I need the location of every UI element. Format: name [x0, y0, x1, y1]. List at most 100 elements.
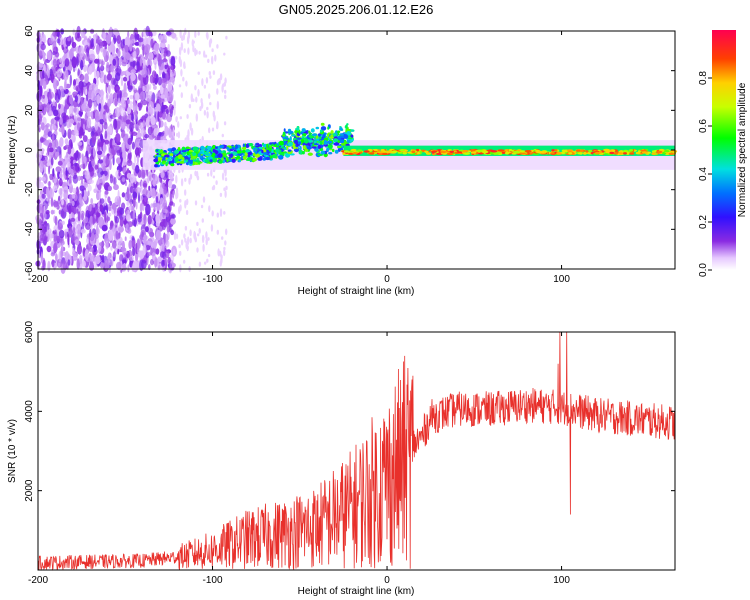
spectrogram-sparse-cell — [199, 106, 202, 112]
spectrogram-noise-cell — [148, 134, 155, 140]
spectrogram-heatmap — [35, 25, 678, 275]
spectrogram-noise-cell — [107, 98, 111, 108]
spectrogram-noise-cell — [50, 197, 54, 208]
spectrogram-sparse-cell — [219, 192, 223, 197]
spectrogram-y-tick-label: 0 — [24, 147, 35, 153]
spectrogram-noise-cell — [97, 159, 104, 164]
spectrogram-noise-cell — [156, 103, 161, 110]
spectrogram-sparse-cell — [223, 249, 226, 257]
spectrogram-sparse-cell — [224, 94, 227, 100]
spectrogram-tail-cell — [255, 143, 259, 146]
spectrogram-sparse-cell — [178, 169, 181, 174]
spectrogram-noise-cell — [42, 259, 46, 271]
spectrogram-noise-cell — [95, 255, 101, 265]
spectrogram-noise-cell — [83, 64, 88, 73]
spectrogram-tail-cell — [301, 151, 305, 155]
spectrogram-noise-cell — [150, 116, 156, 126]
spectrogram-tail-cell — [301, 128, 306, 133]
spectrogram-tail-cell — [291, 134, 296, 137]
spectrogram-noise-cell — [66, 119, 71, 129]
spectrogram-noise-cell — [81, 189, 85, 198]
spectrogram-noise-cell — [40, 162, 44, 167]
spectrogram-tail-cell — [157, 157, 163, 161]
spectrogram-noise-cell — [65, 231, 67, 240]
spectrogram-tail-cell — [236, 150, 241, 154]
spectrogram-noise-cell — [136, 155, 140, 164]
spectrogram-tail-cell — [337, 138, 341, 141]
spectrogram-noise-cell — [69, 74, 73, 86]
spectrogram-noise-cell — [49, 173, 54, 181]
spectrogram-sparse-cell — [219, 73, 223, 81]
spectrogram-tail-cell — [323, 140, 328, 145]
spectrogram-noise-cell — [147, 176, 150, 183]
spectrogram-noise-cell — [81, 179, 84, 185]
spectrogram-noise-cell — [69, 105, 74, 117]
spectrogram-sparse-cell — [207, 58, 210, 64]
spectrogram-tail-cell — [269, 142, 273, 145]
spectrogram-noise-cell — [56, 68, 63, 78]
spectrogram-tail-cell — [346, 139, 350, 143]
spectrogram-noise-cell — [148, 52, 154, 61]
spectrogram-noise-cell — [138, 191, 140, 204]
spectrogram-noise-cell — [153, 240, 157, 249]
spectrogram-tail-cell — [249, 157, 253, 160]
spectrogram-noise-cell — [105, 240, 109, 250]
spectrogram-noise-cell — [103, 121, 108, 130]
spectrogram-noise-cell — [161, 202, 167, 211]
spectrogram-peak-cell — [599, 151, 603, 154]
spectrogram-sparse-cell — [224, 190, 227, 198]
spectrogram-sparse-cell — [200, 101, 204, 109]
spectrogram-peak-cell — [424, 150, 429, 153]
spectrogram-sparse-cell — [224, 167, 227, 177]
spectrogram-sparse-cell — [182, 76, 185, 82]
spectrogram-noise-cell — [165, 171, 168, 179]
spectrogram-noise-cell — [158, 111, 163, 118]
spectrogram-sparse-cell — [180, 42, 184, 51]
spectrogram-noise-cell — [49, 123, 53, 133]
spectrogram-noise-cell — [39, 63, 44, 68]
spectrogram-noise-cell — [82, 163, 86, 170]
spectrogram-tail-cell — [255, 150, 258, 155]
spectrogram-peak-cell — [425, 152, 432, 155]
spectrogram-tail-cell — [253, 148, 256, 153]
spectrogram-noise-cell — [142, 234, 148, 241]
spectrogram-noise-cell — [148, 91, 153, 96]
spectrogram-sparse-cell — [208, 71, 211, 76]
spectrogram-noise-cell — [127, 80, 130, 88]
spectrogram-noise-cell — [76, 32, 80, 39]
spectrogram-y-tick-label: -20 — [24, 182, 35, 197]
spectrogram-peak-cell — [609, 151, 615, 155]
spectrogram-noise-cell — [165, 108, 169, 115]
spectrogram-sparse-cell — [225, 35, 228, 40]
spectrogram-noise-cell — [158, 97, 165, 105]
spectrogram-tail-cell — [332, 133, 337, 137]
spectrogram-noise-cell — [146, 94, 152, 102]
spectrogram-noise-cell — [107, 216, 111, 221]
spectrogram-peak-cell — [519, 150, 526, 153]
spectrogram-noise-cell — [51, 125, 57, 130]
spectrogram-noise-cell — [111, 202, 117, 210]
spectrogram-noise-cell — [98, 190, 102, 200]
spectrogram-sparse-cell — [184, 225, 188, 231]
spectrogram-noise-cell — [71, 56, 77, 69]
spectrogram-noise-cell — [72, 232, 75, 242]
spectrogram-sparse-cell — [187, 31, 191, 40]
spectrogram-noise-cell — [132, 102, 138, 113]
spectrogram-noise-cell — [55, 166, 62, 173]
spectrogram-peak-cell — [629, 152, 635, 155]
spectrogram-noise-cell — [41, 176, 46, 182]
spectrogram-noise-cell — [81, 103, 87, 112]
spectrogram-noise-cell — [44, 140, 50, 146]
spectrogram-noise-cell — [42, 51, 46, 61]
spectrogram-noise-cell — [165, 50, 171, 57]
spectrogram-noise-cell — [106, 73, 112, 81]
spectrogram-noise-cell — [69, 94, 73, 105]
spectrogram-noise-cell — [97, 58, 100, 69]
spectrogram-noise-cell — [155, 229, 162, 241]
spectrogram-noise-cell — [104, 102, 107, 113]
spectrogram-sparse-cell — [223, 246, 226, 251]
spectrogram-noise-cell — [166, 226, 171, 233]
spectrogram-sparse-cell — [194, 85, 197, 91]
spectrogram-noise-cell — [134, 147, 140, 157]
